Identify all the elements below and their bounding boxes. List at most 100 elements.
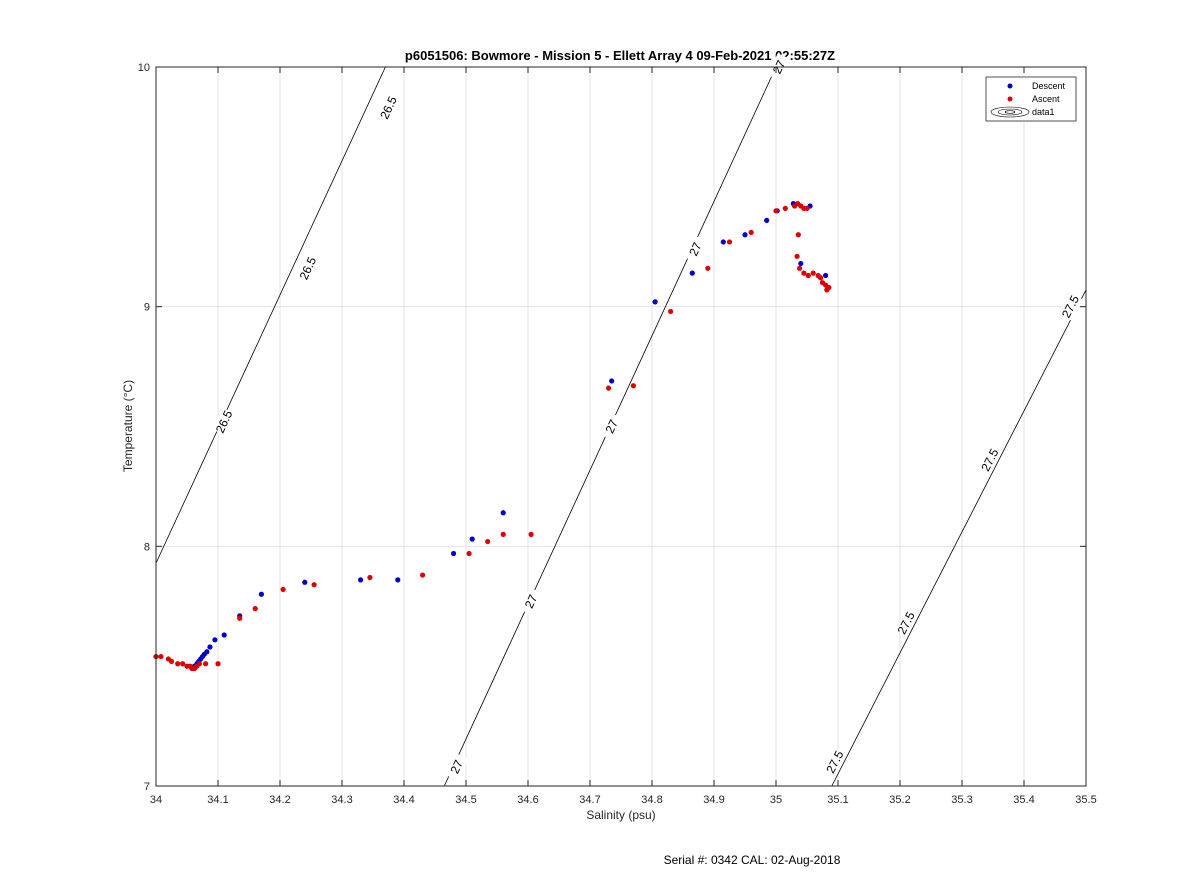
contour-label: 27 xyxy=(686,240,704,258)
descent-point xyxy=(451,550,457,557)
ascent-point xyxy=(606,385,612,391)
ascent-point xyxy=(796,265,803,271)
legend-ascent-label: Ascent xyxy=(1032,94,1060,104)
contour-label-bg xyxy=(1058,292,1083,321)
ascent-point xyxy=(203,661,209,667)
isopycnal-26.5 xyxy=(155,66,386,564)
descent-point xyxy=(204,649,210,655)
data-points xyxy=(153,201,832,672)
x-tick-label: 34 xyxy=(150,794,162,806)
ascent-point xyxy=(180,661,186,667)
x-tick-label: 34.6 xyxy=(517,794,538,806)
legend-ascent-marker xyxy=(1007,96,1013,102)
descent-point xyxy=(742,232,748,238)
contour-label-bg xyxy=(377,93,400,122)
ascent-point xyxy=(705,265,711,271)
legend-descent-marker xyxy=(1007,83,1013,89)
plot-frame xyxy=(155,66,1087,787)
y-tick-label: 10 xyxy=(138,62,150,74)
ascent-point xyxy=(367,574,373,581)
x-tick-label: 35.4 xyxy=(1013,794,1034,806)
serial-footer: Serial #: 0342 CAL: 02-Aug-2018 xyxy=(664,853,841,867)
ascent-point xyxy=(500,531,506,537)
x-tick-label: 34.1 xyxy=(207,794,228,806)
ascent-point xyxy=(158,653,164,660)
isopycnal-27.5 xyxy=(831,289,1087,787)
x-tick-label: 35.1 xyxy=(827,794,848,806)
ascent-point xyxy=(810,270,816,276)
x-tick-label: 34.2 xyxy=(269,794,290,806)
x-tick-label: 35.3 xyxy=(951,794,972,806)
ascent-point xyxy=(801,270,807,276)
ascent-point xyxy=(466,550,472,557)
descent-point xyxy=(689,270,695,276)
x-tick-label: 34.3 xyxy=(331,794,352,806)
descent-point xyxy=(798,260,804,267)
ascent-point xyxy=(824,287,830,293)
contour-label-bg xyxy=(684,235,707,263)
ascent-point xyxy=(668,308,674,315)
contour-label-bg xyxy=(978,446,1002,474)
contour-label-bg xyxy=(445,752,469,781)
ascent-point xyxy=(795,232,801,238)
descent-point xyxy=(609,378,615,384)
x-tick-label: 34.9 xyxy=(703,794,724,806)
ascent-point xyxy=(804,205,810,212)
ascent-point xyxy=(726,239,733,245)
descent-point xyxy=(764,217,770,223)
ascent-point xyxy=(805,272,811,279)
contour-label-bg xyxy=(823,748,847,776)
x-tick-label: 34.5 xyxy=(455,794,476,806)
x-axis-label: Salinity (psu) xyxy=(586,808,655,822)
legend-data1-label: data1 xyxy=(1032,107,1055,117)
contour-label: 27 xyxy=(448,758,466,776)
contour-label-bg xyxy=(212,407,236,436)
y-axis-label: Temperature (°C) xyxy=(121,380,135,472)
ascent-point xyxy=(280,586,286,593)
ascent-point xyxy=(630,383,637,389)
x-tick-label: 35.5 xyxy=(1075,794,1096,806)
y-tick-label: 9 xyxy=(144,302,150,314)
x-tick-label: 34.4 xyxy=(393,794,414,806)
contour-label-bg xyxy=(894,609,918,637)
descent-point xyxy=(652,299,658,305)
ascent-point xyxy=(818,275,824,281)
ascent-point xyxy=(196,661,202,667)
y-tick-label: 8 xyxy=(144,541,150,553)
x-tick-label: 35.2 xyxy=(889,794,910,806)
y-tick-label: 7 xyxy=(144,781,150,793)
ascent-point xyxy=(215,661,221,667)
legend: Descent Ascent data1 xyxy=(985,76,1077,122)
ascent-point xyxy=(237,615,243,621)
descent-point xyxy=(258,591,264,597)
ascent-point xyxy=(175,661,181,667)
legend-contour-icon xyxy=(990,106,1030,118)
descent-point xyxy=(469,536,475,542)
descent-point xyxy=(395,577,401,583)
contour-label-bg xyxy=(600,412,624,441)
contour-label-bg xyxy=(296,254,320,283)
descent-point xyxy=(358,577,364,583)
x-tick-label: 34.8 xyxy=(641,794,662,806)
contour-label: 27 xyxy=(522,592,540,610)
contour-label-bg xyxy=(519,587,543,616)
descent-point xyxy=(207,644,213,650)
contour-label: 27 xyxy=(603,417,621,435)
ascent-point xyxy=(485,538,491,545)
ascent-point xyxy=(168,658,175,664)
ascent-point xyxy=(773,208,779,214)
axis-ticks: 34 34.1 34.2 34.3 34.4 34.5 34.6 34.7 34.8 34.9 35… xyxy=(138,62,1097,806)
ascent-point xyxy=(794,253,800,259)
legend-descent-label: Descent xyxy=(1032,81,1066,91)
descent-point xyxy=(823,272,829,279)
plot-area xyxy=(156,67,1086,786)
ascent-point xyxy=(528,531,534,537)
legend-box xyxy=(985,76,1077,122)
descent-point xyxy=(500,510,506,516)
descent-point xyxy=(212,637,218,643)
descent-point xyxy=(221,632,227,638)
descent-point xyxy=(720,239,726,245)
ascent-point xyxy=(782,205,788,212)
ascent-point xyxy=(252,606,258,612)
